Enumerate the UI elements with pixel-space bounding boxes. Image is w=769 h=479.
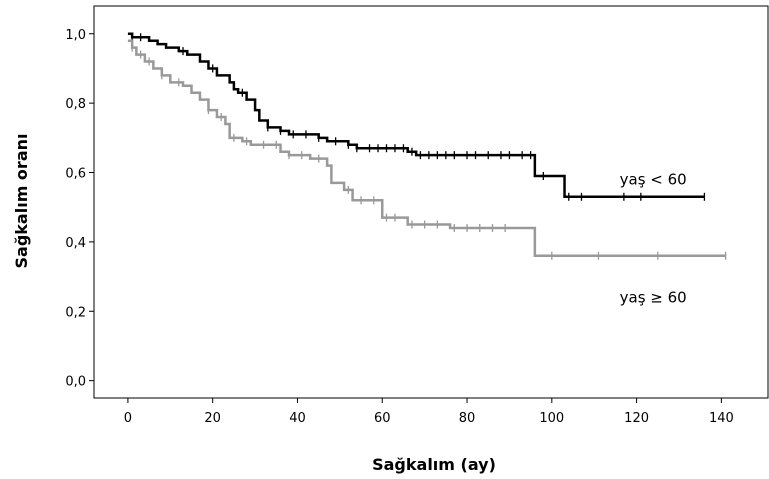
- annotation-layer: yaş < 60 yaş ≥ 60: [620, 171, 687, 307]
- y-axis-title: Sağkalım oranı: [12, 134, 31, 269]
- y-tick-label: 0,4: [65, 236, 86, 251]
- series-label: yaş < 60: [620, 171, 687, 189]
- series-line-2: [127, 39, 726, 258]
- series-layer: [127, 32, 727, 260]
- plot-frame: [93, 5, 769, 399]
- y-tick-label: 0,0: [65, 375, 86, 390]
- series-line-1: [127, 32, 705, 199]
- x-axis-title: Sağkalım (ay): [372, 455, 496, 474]
- x-tick-label: 20: [204, 411, 221, 426]
- y-axis: 0,0 0,2 0,4 0,6 0,8 1,0: [65, 28, 94, 390]
- x-tick-label: 120: [624, 411, 649, 426]
- x-tick-label: 0: [124, 411, 132, 426]
- plot-area: 0 20 40 60 80 100 120 140 0,0 0,2 0,4 0,6 0,8 1,0 ya…: [65, 5, 769, 426]
- x-tick-label: 140: [709, 411, 734, 426]
- y-tick-label: 0,2: [65, 305, 86, 320]
- x-tick-label: 80: [459, 411, 476, 426]
- x-axis: 0 20 40 60 80 100 120 140: [124, 398, 734, 426]
- series-label: yaş ≥ 60: [620, 289, 687, 307]
- y-tick-label: 1,0: [65, 28, 86, 43]
- x-tick-label: 60: [374, 411, 391, 426]
- y-tick-label: 0,6: [65, 167, 86, 182]
- x-tick-label: 40: [289, 411, 306, 426]
- y-tick-label: 0,8: [65, 97, 86, 112]
- x-tick-label: 100: [539, 411, 564, 426]
